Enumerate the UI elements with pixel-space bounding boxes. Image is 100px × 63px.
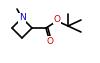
Text: N: N [19,13,25,22]
Text: O: O [54,15,60,24]
Text: O: O [46,36,54,45]
